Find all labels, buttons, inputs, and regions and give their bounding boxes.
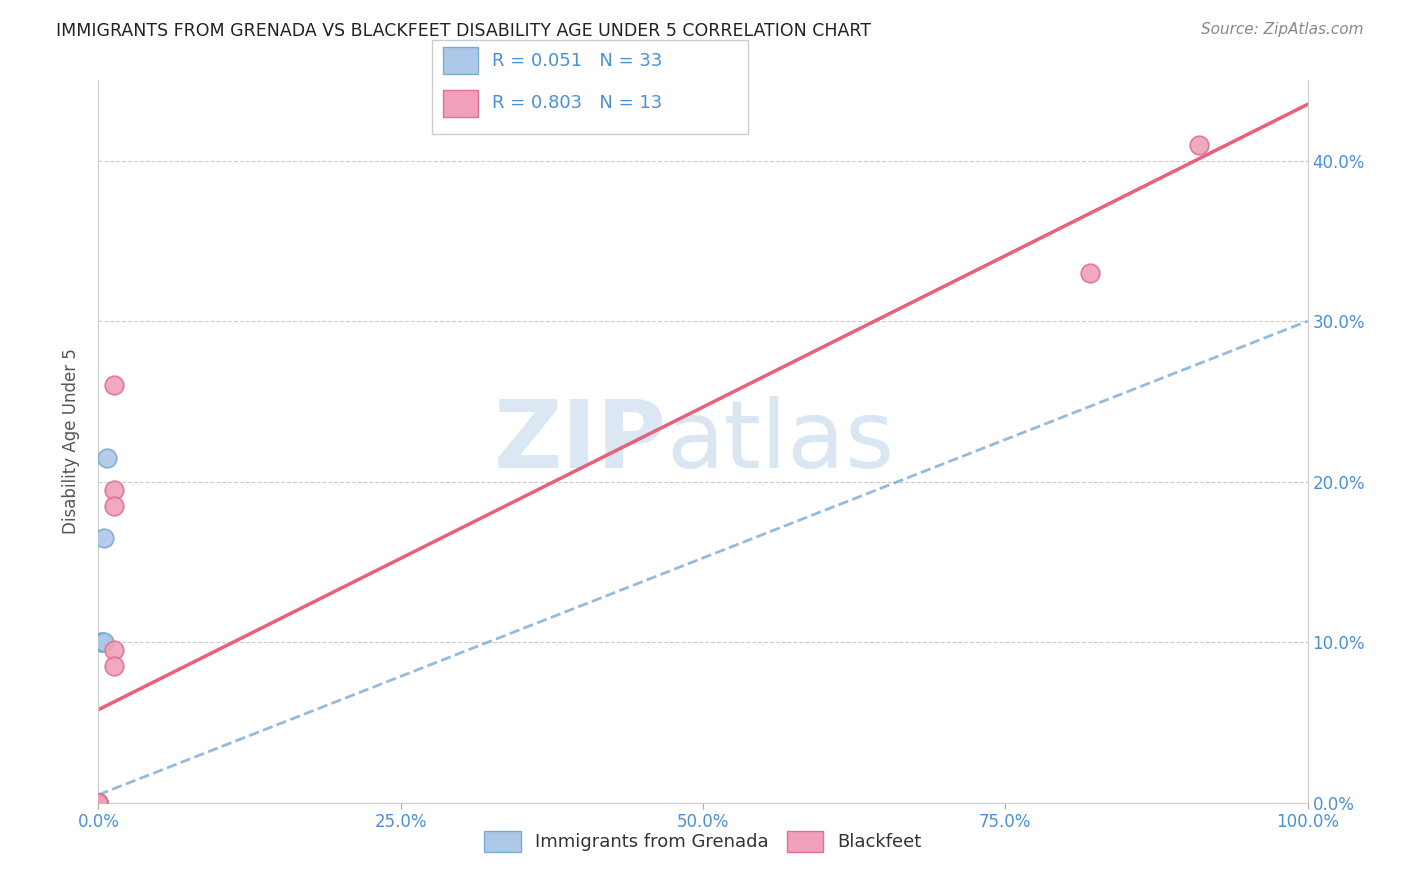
Text: R = 0.051   N = 33: R = 0.051 N = 33 bbox=[492, 52, 662, 70]
Point bbox=[87, 796, 110, 810]
Point bbox=[1078, 266, 1101, 280]
Point bbox=[87, 796, 110, 810]
Point bbox=[87, 796, 110, 810]
Point bbox=[87, 796, 110, 810]
Point bbox=[87, 796, 110, 810]
Point bbox=[87, 796, 110, 810]
Point bbox=[96, 450, 118, 465]
Text: Source: ZipAtlas.com: Source: ZipAtlas.com bbox=[1201, 22, 1364, 37]
Point bbox=[103, 483, 125, 497]
Point bbox=[87, 796, 110, 810]
Point bbox=[91, 635, 114, 649]
Point bbox=[87, 796, 110, 810]
Point bbox=[91, 635, 114, 649]
Point bbox=[103, 643, 125, 657]
Point bbox=[87, 796, 110, 810]
Point bbox=[87, 796, 110, 810]
Point bbox=[87, 796, 110, 810]
Point bbox=[87, 796, 110, 810]
Point bbox=[87, 796, 110, 810]
Point bbox=[91, 635, 114, 649]
Point bbox=[87, 796, 110, 810]
Point bbox=[87, 796, 110, 810]
Y-axis label: Disability Age Under 5: Disability Age Under 5 bbox=[62, 349, 80, 534]
Point bbox=[87, 796, 110, 810]
Text: R = 0.803   N = 13: R = 0.803 N = 13 bbox=[492, 95, 662, 112]
Point bbox=[87, 796, 110, 810]
Point bbox=[103, 499, 125, 513]
Text: atlas: atlas bbox=[666, 395, 896, 488]
Point bbox=[103, 659, 125, 673]
Point bbox=[87, 796, 110, 810]
Point bbox=[87, 796, 110, 810]
Text: IMMIGRANTS FROM GRENADA VS BLACKFEET DISABILITY AGE UNDER 5 CORRELATION CHART: IMMIGRANTS FROM GRENADA VS BLACKFEET DIS… bbox=[56, 22, 872, 40]
Point bbox=[93, 635, 115, 649]
Point bbox=[87, 796, 110, 810]
Legend: Immigrants from Grenada, Blackfeet: Immigrants from Grenada, Blackfeet bbox=[477, 823, 929, 859]
Point bbox=[87, 796, 110, 810]
Point bbox=[93, 531, 115, 545]
Text: ZIP: ZIP bbox=[494, 395, 666, 488]
Point bbox=[103, 378, 125, 392]
Point bbox=[87, 796, 110, 810]
Point bbox=[1188, 137, 1211, 152]
Point bbox=[87, 796, 110, 810]
Point bbox=[87, 796, 110, 810]
Point bbox=[87, 796, 110, 810]
Point bbox=[87, 796, 110, 810]
Point bbox=[87, 796, 110, 810]
Point bbox=[87, 796, 110, 810]
Point bbox=[87, 796, 110, 810]
Point bbox=[87, 796, 110, 810]
Point bbox=[87, 796, 110, 810]
Point bbox=[87, 796, 110, 810]
Point bbox=[87, 796, 110, 810]
